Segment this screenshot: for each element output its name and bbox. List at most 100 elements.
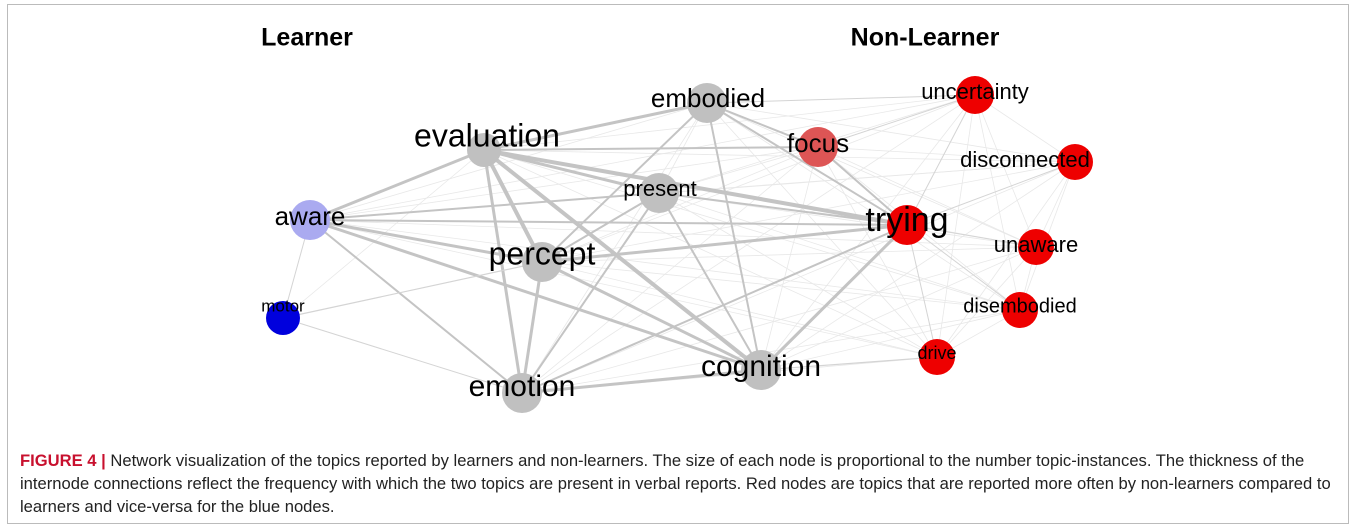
edge <box>309 192 660 221</box>
edge <box>482 148 763 372</box>
edge <box>541 192 660 263</box>
edge <box>483 148 908 227</box>
panel-title: Non-Learner <box>851 24 1000 52</box>
edge <box>482 149 524 394</box>
node <box>1002 292 1038 328</box>
edge <box>760 94 976 371</box>
edge <box>759 223 909 372</box>
edge <box>974 94 1037 248</box>
edge <box>309 94 976 221</box>
node-label: drive <box>917 343 956 363</box>
panel-title: Learner <box>261 24 353 52</box>
node <box>956 76 994 114</box>
edge <box>706 102 1021 311</box>
edge <box>309 148 485 222</box>
edge <box>521 94 976 394</box>
edge <box>282 261 543 319</box>
node <box>467 133 501 167</box>
edge <box>541 94 976 263</box>
nodes: evaluation embodied present aware percept mot… <box>261 76 1093 413</box>
edge <box>282 317 523 394</box>
edge <box>309 102 708 221</box>
node <box>522 242 562 282</box>
edge <box>760 356 938 371</box>
edge <box>483 149 1021 311</box>
node <box>887 205 927 245</box>
node-label: unaware <box>994 232 1078 257</box>
edge <box>309 218 543 264</box>
node <box>919 339 955 375</box>
edge <box>483 94 976 151</box>
edge <box>541 261 1021 311</box>
edge <box>936 94 976 358</box>
node <box>1018 229 1054 265</box>
edge <box>906 224 938 358</box>
network: evaluation embodied present aware percept mot… <box>261 24 1093 413</box>
figure-frame <box>7 4 1349 524</box>
caption-text: Network visualization of the topics repo… <box>20 451 1331 516</box>
node <box>1057 144 1093 180</box>
edge <box>906 224 1037 248</box>
node <box>687 83 727 123</box>
edge <box>936 161 1076 358</box>
edge <box>817 146 1076 163</box>
node-label: motor <box>261 296 305 315</box>
node <box>798 127 838 167</box>
edge <box>974 94 1021 311</box>
node-label: cognition <box>701 350 821 383</box>
edge <box>541 260 762 372</box>
edge <box>309 219 523 394</box>
edge <box>706 94 976 104</box>
edge <box>521 309 1021 394</box>
edge <box>817 146 938 358</box>
edge <box>309 146 819 221</box>
node <box>290 200 330 240</box>
edge <box>658 192 908 226</box>
edge <box>483 146 819 151</box>
node-label: disembodied <box>963 295 1076 317</box>
edge <box>760 146 819 371</box>
node <box>266 301 300 335</box>
edge <box>658 192 762 371</box>
edge <box>541 261 938 358</box>
edge <box>541 102 708 263</box>
node-label: percept <box>489 235 596 271</box>
edges <box>282 94 1076 395</box>
node-label: disconnected <box>960 147 1090 172</box>
edge <box>521 246 1037 394</box>
edge <box>541 146 819 263</box>
edge <box>521 192 660 394</box>
edge <box>760 161 1076 371</box>
edge <box>760 246 1037 371</box>
edge <box>541 223 908 264</box>
edge <box>706 102 1076 163</box>
node <box>741 350 781 390</box>
edge <box>936 246 1037 358</box>
node-label: aware <box>275 201 346 231</box>
edge <box>658 192 1021 311</box>
edge <box>658 192 938 358</box>
edge <box>706 102 938 358</box>
node-label: trying <box>865 201 948 239</box>
node-label: focus <box>787 128 849 158</box>
node-label: emotion <box>469 370 576 403</box>
node-label: evaluation <box>414 117 560 153</box>
edge <box>521 146 819 394</box>
node <box>502 373 542 413</box>
edge <box>483 148 660 195</box>
edge <box>521 161 1076 394</box>
edge <box>482 149 544 263</box>
edge <box>706 102 1037 248</box>
node-label: uncertainty <box>921 79 1029 104</box>
node-label: embodied <box>651 83 765 113</box>
edge <box>906 224 1021 311</box>
edge <box>906 94 976 226</box>
edge <box>706 102 762 371</box>
edge <box>706 102 908 226</box>
edge <box>521 368 762 395</box>
edge <box>974 94 1076 163</box>
edge <box>521 224 908 394</box>
edge <box>309 219 938 358</box>
node-label: present <box>623 176 696 201</box>
